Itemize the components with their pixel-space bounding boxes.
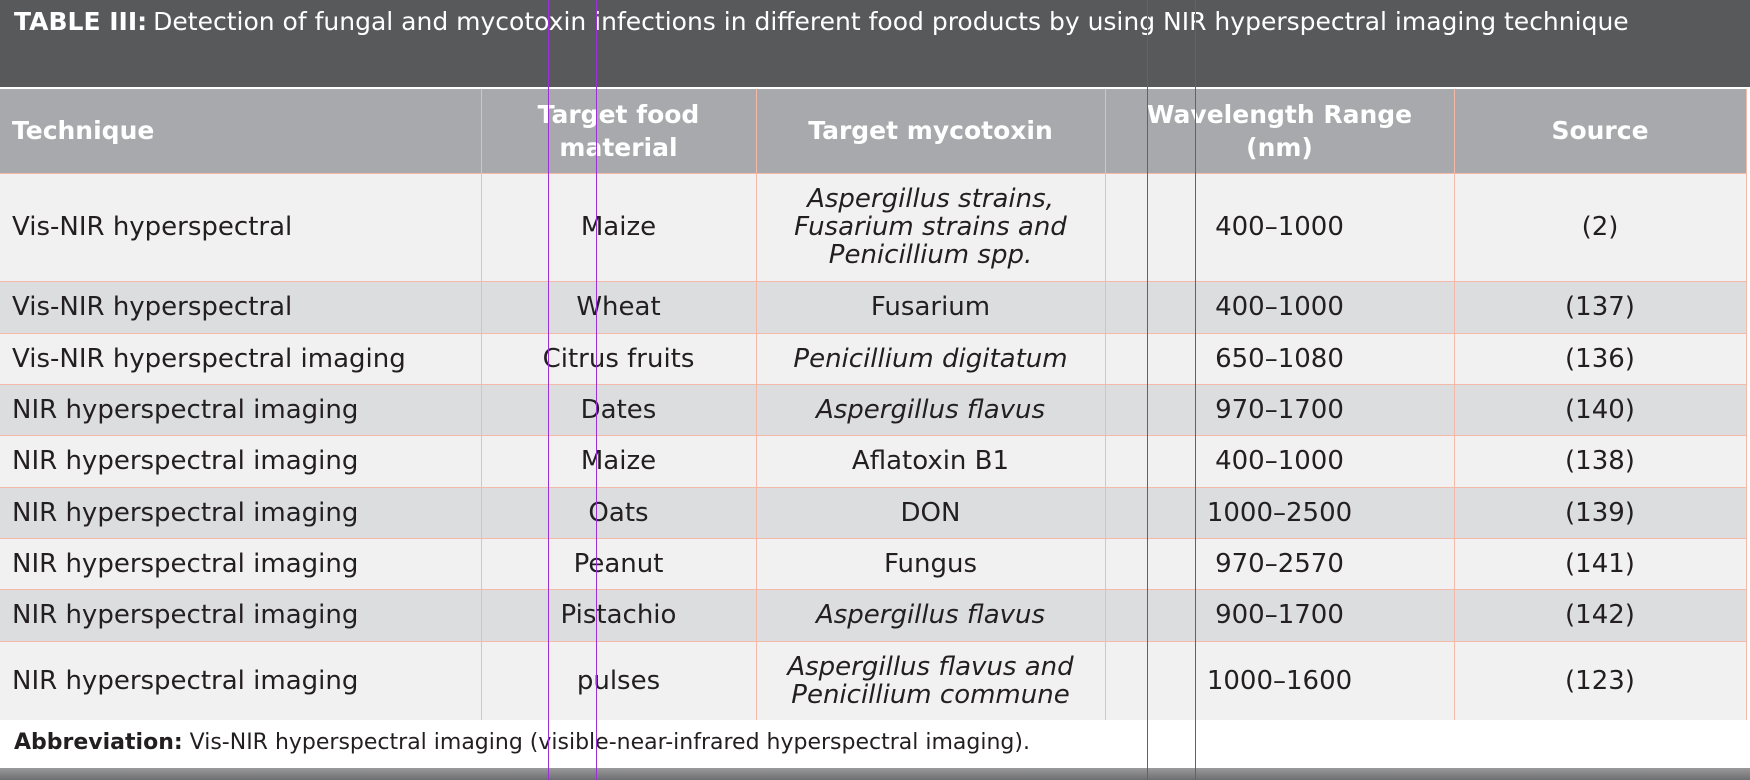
table-cell: Maize <box>481 434 757 487</box>
table-cell: 400–1000 <box>1105 172 1455 281</box>
footnote-label: Abbreviation: <box>14 730 183 755</box>
guide-line <box>548 0 549 780</box>
table-cell: (142) <box>1454 588 1747 641</box>
table-cell: Maize <box>481 172 757 281</box>
table-cell: NIR hyperspectral imaging <box>0 537 482 589</box>
table-cell: DON <box>756 486 1106 538</box>
table-cell: (136) <box>1454 332 1747 384</box>
table-cell: (2) <box>1454 172 1747 281</box>
table-cell: Penicillium digitatum <box>756 332 1106 384</box>
table-cell: (123) <box>1454 640 1747 720</box>
table-cell: Citrus fruits <box>481 332 757 384</box>
table-cell: Aflatoxin B1 <box>756 434 1106 487</box>
table-cell: NIR hyperspectral imaging <box>0 383 482 435</box>
column-header: Source <box>1454 89 1747 173</box>
column-header: Wavelength Range (nm) <box>1105 89 1455 173</box>
footnote: Abbreviation: Vis-NIR hyperspectral imag… <box>14 730 1030 755</box>
table-row: NIR hyperspectral imaging Maize Aflatoxin … <box>0 434 1747 487</box>
column-header: Technique <box>0 89 482 173</box>
table-row: Vis-NIR hyperspectral Maize Aspergillus st… <box>0 172 1747 281</box>
table-cell: 970–1700 <box>1105 383 1455 435</box>
data-table: Technique Target food material Target myco… <box>0 89 1747 720</box>
table-title: TABLE III: Detection of fungal and mycoto… <box>0 0 1750 87</box>
column-header: Target food material <box>481 89 757 173</box>
table-cell: NIR hyperspectral imaging <box>0 640 482 720</box>
table-row: Vis-NIR hyperspectral imaging Citrus frui… <box>0 332 1747 384</box>
table-row: NIR hyperspectral imaging Oats DON 1000–250… <box>0 486 1747 538</box>
table-cell: Vis-NIR hyperspectral imaging <box>0 332 482 384</box>
header-row: Technique Target food material Target myco… <box>0 89 1747 173</box>
table-row: Vis-NIR hyperspectral Wheat Fusarium 400–10… <box>0 280 1747 333</box>
table-row: NIR hyperspectral imaging Dates Aspergillu… <box>0 383 1747 435</box>
table-cell: Aspergillus flavus <box>756 588 1106 641</box>
table-cell: (138) <box>1454 434 1747 487</box>
guide-line <box>1147 0 1148 780</box>
table-cell: NIR hyperspectral imaging <box>0 434 482 487</box>
title-label: TABLE III: <box>14 7 148 36</box>
table-cell: NIR hyperspectral imaging <box>0 486 482 538</box>
table-body: Vis-NIR hyperspectral Maize Aspergillus st… <box>0 172 1747 720</box>
guide-line <box>596 0 597 780</box>
table-cell: (139) <box>1454 486 1747 538</box>
table-cell: 970–2570 <box>1105 537 1455 589</box>
table-row: NIR hyperspectral imaging Pistachio Asperg… <box>0 588 1747 641</box>
table-cell: NIR hyperspectral imaging <box>0 588 482 641</box>
table-cell: Vis-NIR hyperspectral <box>0 280 482 333</box>
table-cell: 1000–1600 <box>1105 640 1455 720</box>
table-row: NIR hyperspectral imaging Peanut Fungus 970… <box>0 537 1747 589</box>
table-row: NIR hyperspectral imaging pulses Aspergill… <box>0 640 1747 720</box>
table-cell: 650–1080 <box>1105 332 1455 384</box>
table-cell: Fusarium <box>756 280 1106 333</box>
table-cell: Aspergillus flavus and Penicillium commu… <box>756 640 1106 720</box>
table-cell: 900–1700 <box>1105 588 1455 641</box>
table-cell: Peanut <box>481 537 757 589</box>
guide-line <box>1195 0 1196 780</box>
table-cell: Aspergillus flavus <box>756 383 1106 435</box>
table-cell: (137) <box>1454 280 1747 333</box>
footnote-text: Vis-NIR hyperspectral imaging (visible-n… <box>189 730 1030 755</box>
column-header: Target mycotoxin <box>756 89 1106 173</box>
table-cell: Wheat <box>481 280 757 333</box>
table-cell: 1000–2500 <box>1105 486 1455 538</box>
table-cell: Fungus <box>756 537 1106 589</box>
title-text: Detection of fungal and mycotoxin infect… <box>153 7 1629 36</box>
table-cell: (140) <box>1454 383 1747 435</box>
table-cell: Aspergillus strains, Fusarium strains an… <box>756 172 1106 281</box>
bottom-bar <box>0 768 1750 780</box>
table-cell: Vis-NIR hyperspectral <box>0 172 482 281</box>
table-cell: Oats <box>481 486 757 538</box>
table-cell: 400–1000 <box>1105 280 1455 333</box>
table-cell: (141) <box>1454 537 1747 589</box>
table-cell: Dates <box>481 383 757 435</box>
table-cell: Pistachio <box>481 588 757 641</box>
table-cell: pulses <box>481 640 757 720</box>
table-cell: 400–1000 <box>1105 434 1455 487</box>
